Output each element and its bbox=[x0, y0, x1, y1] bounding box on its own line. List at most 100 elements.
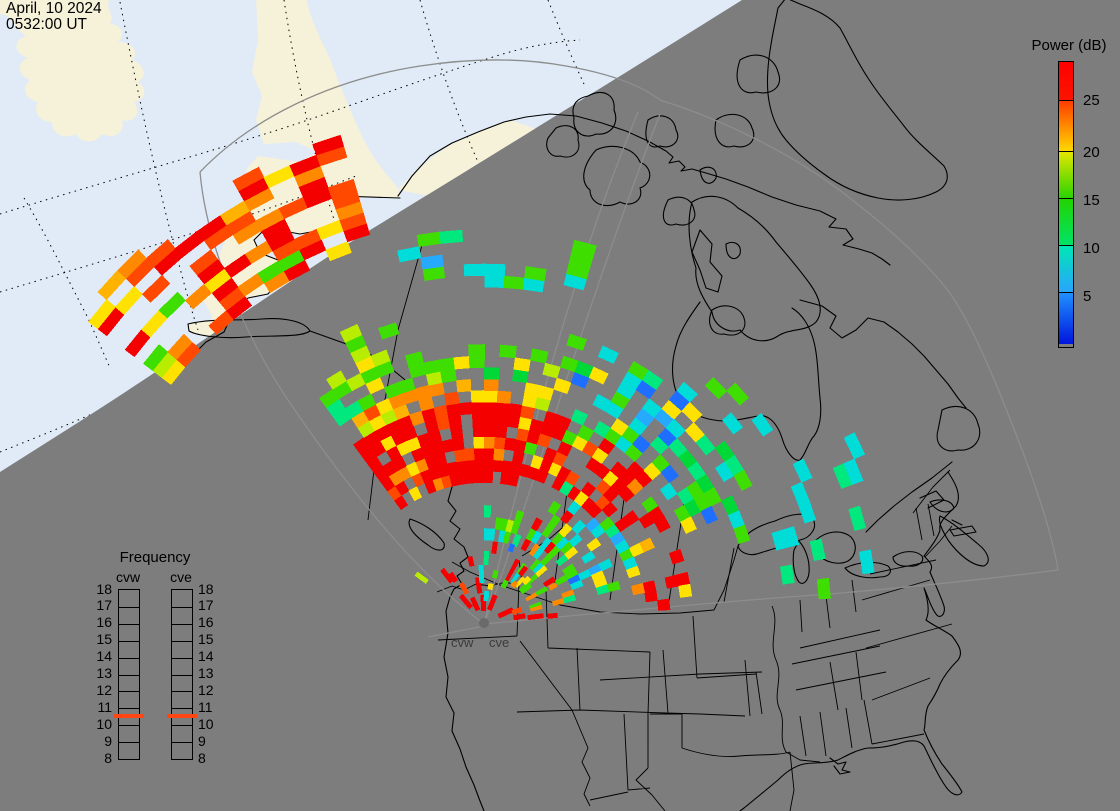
frequency-tick-label: 9 bbox=[198, 732, 206, 749]
coast-east-gulf bbox=[739, 471, 977, 811]
frequency-marker bbox=[114, 713, 144, 718]
backscatter-cell bbox=[484, 367, 500, 380]
near-range-echo-spoke bbox=[483, 550, 490, 566]
near-range-echo-spoke bbox=[521, 575, 532, 586]
backscatter-cell bbox=[483, 413, 497, 426]
power-tick-label: 20 bbox=[1083, 144, 1100, 161]
near-range-echo-spoke bbox=[507, 543, 516, 553]
ladder-rung bbox=[119, 675, 139, 676]
near-range-echo-spoke bbox=[511, 606, 523, 616]
ladder-rung bbox=[172, 624, 192, 625]
backscatter-cell bbox=[473, 447, 485, 461]
frequency-tick-label: 13 bbox=[198, 665, 214, 681]
backscatter-cell bbox=[455, 460, 468, 474]
backscatter-cell bbox=[573, 490, 589, 507]
backscatter-cell bbox=[326, 370, 347, 390]
coast-vancouver-island bbox=[408, 518, 445, 551]
frequency-tick-label: 13 bbox=[96, 665, 112, 681]
frequency-tick-label: 11 bbox=[97, 698, 112, 715]
backscatter-cell bbox=[598, 558, 613, 572]
backscatter-cell bbox=[474, 459, 485, 472]
backscatter-cell bbox=[143, 344, 169, 372]
backscatter-cell bbox=[494, 424, 508, 439]
ladder-rung bbox=[172, 641, 192, 642]
frequency-tick-label: 8 bbox=[198, 749, 206, 766]
backscatter-cell bbox=[859, 549, 875, 575]
site-label-cve: cve bbox=[489, 635, 509, 650]
coast-north-slope bbox=[397, 113, 891, 266]
time-line: 0532:00 UT bbox=[6, 16, 87, 33]
colorbar-segment bbox=[1059, 62, 1073, 101]
ladder-rung bbox=[119, 658, 139, 659]
near-range-echo-spoke bbox=[518, 565, 529, 577]
backscatter-cell bbox=[571, 239, 597, 258]
frequency-tick-label: 15 bbox=[198, 631, 214, 648]
power-colorbar bbox=[1058, 61, 1074, 348]
frequency-tick-label: 10 bbox=[198, 715, 214, 732]
backscatter-cell bbox=[631, 583, 646, 596]
near-range-echo-spoke bbox=[440, 567, 454, 584]
ladder-rung bbox=[119, 725, 139, 726]
backscatter-cell bbox=[570, 579, 584, 591]
near-range-echo-spoke bbox=[491, 569, 499, 579]
backscatter-cell bbox=[524, 266, 547, 282]
frequency-marker bbox=[167, 713, 197, 718]
backscatter-cell bbox=[453, 356, 471, 370]
backscatter-cell bbox=[444, 391, 460, 406]
frequency-legend-title: Frequency bbox=[119, 549, 191, 566]
ladder-rung bbox=[172, 658, 192, 659]
backscatter-cell bbox=[559, 480, 574, 497]
backscatter-cell bbox=[733, 469, 753, 491]
colorbar-segment bbox=[1059, 293, 1073, 344]
backscatter-cell bbox=[564, 546, 579, 560]
frequency-tick-label: 18 bbox=[96, 580, 112, 597]
backscatter-cell bbox=[816, 577, 831, 600]
near-range-echo-spoke bbox=[469, 596, 481, 612]
backscatter-cell bbox=[496, 402, 511, 416]
backscatter-cell bbox=[529, 604, 543, 612]
backscatter-cell bbox=[601, 501, 618, 518]
backscatter-cell bbox=[520, 583, 533, 595]
ladder-rung bbox=[172, 725, 192, 726]
power-tick-label: 5 bbox=[1083, 288, 1092, 305]
frequency-tick-label: 16 bbox=[198, 614, 214, 631]
backscatter-cell bbox=[488, 528, 496, 541]
frequency-tick-label: 17 bbox=[198, 597, 214, 614]
frequency-tick-label: 16 bbox=[96, 614, 112, 631]
power-tick-label: 10 bbox=[1083, 240, 1100, 257]
backscatter-cell bbox=[471, 401, 485, 415]
backscatter-cell bbox=[680, 516, 698, 534]
backscatter-cell bbox=[843, 458, 864, 485]
backscatter-cell bbox=[513, 510, 525, 524]
backscatter-cell bbox=[438, 357, 456, 372]
backscatter-cell bbox=[792, 458, 813, 483]
colorbar-segment bbox=[1059, 199, 1073, 246]
near-range-echo-spoke bbox=[491, 541, 498, 555]
backscatter-cell bbox=[581, 550, 596, 564]
ladder-rung bbox=[172, 607, 192, 608]
coast-arctic-islands bbox=[546, 54, 780, 336]
near-range-echo-spoke bbox=[548, 582, 558, 591]
backscatter-cell bbox=[158, 291, 186, 319]
frequency-tick-label: 14 bbox=[198, 648, 214, 665]
backscatter-cell bbox=[843, 432, 866, 460]
near-range-echo-spoke bbox=[513, 613, 526, 621]
backscatter-cell bbox=[463, 447, 476, 461]
colorbar-segment bbox=[1059, 246, 1073, 293]
ladder-rung bbox=[119, 691, 139, 692]
backscatter-cell bbox=[657, 598, 671, 611]
site-label-cvw: cvw bbox=[451, 635, 474, 650]
backscatter-cell bbox=[441, 438, 455, 453]
power-tick-label: 15 bbox=[1083, 192, 1100, 209]
backscatter-cell bbox=[511, 533, 522, 548]
backscatter-cell bbox=[597, 345, 619, 364]
frequency-tick-label: 11 bbox=[198, 698, 213, 715]
backscatter-cell bbox=[378, 322, 400, 340]
backscatter-cell bbox=[453, 448, 466, 463]
coast-baffin bbox=[688, 195, 821, 342]
backscatter-cell bbox=[848, 505, 867, 531]
backscatter-cell bbox=[312, 134, 345, 156]
colorbar-segment bbox=[1059, 152, 1073, 199]
backscatter-cell bbox=[457, 471, 469, 485]
frequency-ladder-cvw bbox=[118, 589, 140, 760]
